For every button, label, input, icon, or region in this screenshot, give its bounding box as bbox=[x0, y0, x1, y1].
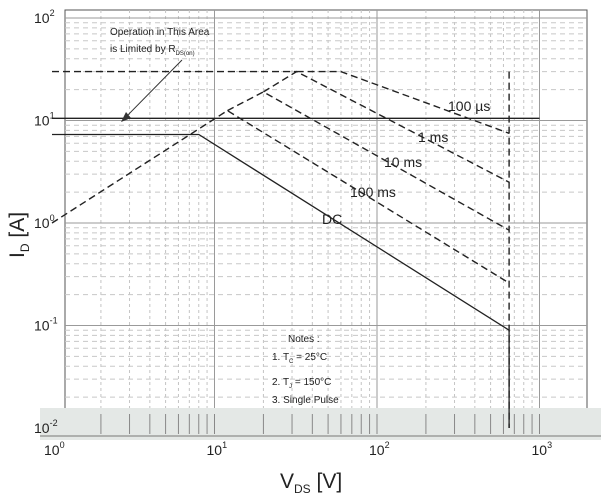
rds-arrow-head bbox=[121, 112, 131, 122]
label-10ms: 10 ms bbox=[384, 154, 422, 170]
rds-arrow bbox=[123, 59, 183, 120]
label-dc: DC bbox=[322, 211, 342, 227]
series-DC bbox=[52, 133, 510, 331]
label-1ms: 1 ms bbox=[418, 129, 448, 145]
band-ticks bbox=[40, 414, 601, 437]
y-tick-label: 10-2 bbox=[34, 418, 58, 436]
note-3: 3. Single Pulse bbox=[272, 395, 339, 406]
x-axis-label: VDS [V] bbox=[280, 470, 342, 496]
series-layer bbox=[51, 70, 540, 428]
tick-labels: 100 101 102 103 102 101 100 10-1 10-2 bbox=[34, 8, 552, 458]
note-2: 2. TJ = 150°C bbox=[272, 377, 331, 390]
x-tick-label: 101 bbox=[207, 440, 228, 458]
plot-area bbox=[64, 9, 588, 433]
x-tick-label: 102 bbox=[369, 440, 390, 458]
notes-title: Notes : bbox=[288, 334, 320, 345]
y-tick-label: 10-1 bbox=[34, 316, 58, 334]
annotations: Operation in This Area is Limited by RDS… bbox=[110, 27, 490, 406]
note-1: 1. TC = 25°C bbox=[272, 352, 327, 365]
series-10-ms bbox=[227, 91, 510, 231]
y-tick-label: 101 bbox=[34, 111, 55, 129]
bottom-band bbox=[40, 408, 601, 440]
y-tick-label: 100 bbox=[34, 213, 55, 231]
y-tick-label: 102 bbox=[34, 8, 55, 26]
x-tick-label: 100 bbox=[44, 440, 65, 458]
y-axis-label: ID [A] bbox=[6, 212, 32, 258]
label-100us: 100 µs bbox=[448, 98, 490, 114]
grid-lines bbox=[65, 10, 587, 432]
series-100-ms bbox=[51, 109, 510, 284]
label-100ms: 100 ms bbox=[350, 184, 396, 200]
x-tick-label: 103 bbox=[532, 440, 553, 458]
series-100-us bbox=[296, 70, 510, 134]
rds-note-line1: Operation in This Area bbox=[110, 27, 210, 38]
rds-note-line2: is Limited by RDS(on) bbox=[110, 44, 195, 57]
